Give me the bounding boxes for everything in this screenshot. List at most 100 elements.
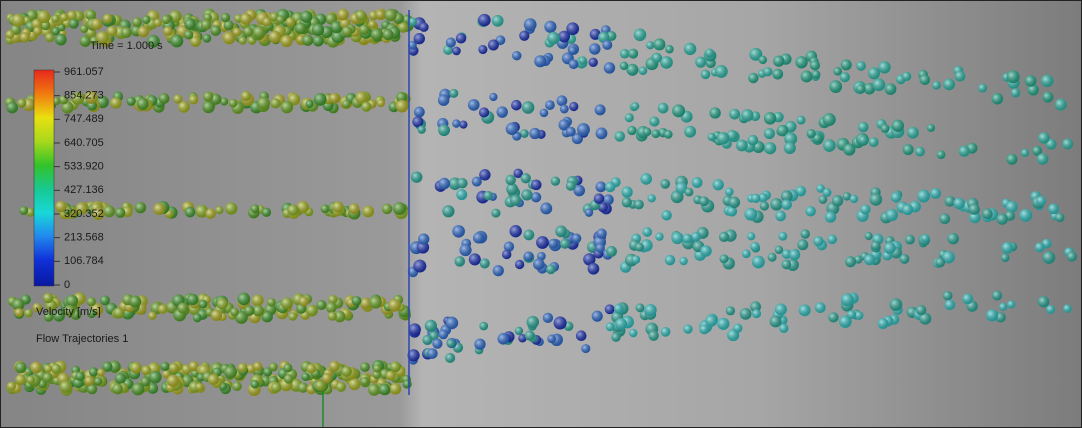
- particle-shade: [69, 19, 79, 29]
- particle-shade: [328, 312, 337, 321]
- particle-shade: [445, 353, 455, 363]
- particle-shade: [764, 112, 776, 124]
- particle-shade: [930, 188, 941, 199]
- particle-shade: [284, 374, 293, 383]
- particle-shade: [648, 330, 658, 340]
- particle-shade: [884, 242, 896, 254]
- particle-shade: [252, 294, 264, 306]
- particle-shade: [797, 239, 808, 250]
- particle-shade: [371, 28, 383, 40]
- particle-shade: [534, 55, 546, 67]
- particle-shade: [620, 49, 630, 59]
- particle-shade: [684, 43, 696, 55]
- particle-shade: [679, 257, 687, 265]
- particle-shade: [506, 123, 518, 135]
- particle-shade: [640, 173, 652, 185]
- particle-shade: [595, 181, 606, 192]
- particle-shade: [6, 30, 15, 39]
- particle-shade: [665, 255, 675, 265]
- particle-shade: [446, 317, 459, 330]
- particle-shade: [373, 364, 381, 372]
- particle-shade: [719, 254, 728, 263]
- particle-shade: [184, 19, 195, 30]
- particle-shade: [533, 258, 545, 270]
- particle-shade: [390, 362, 401, 373]
- particle-shade: [595, 104, 606, 115]
- particle-shade: [299, 296, 309, 306]
- particle-shade: [843, 144, 855, 156]
- particle-shade: [403, 380, 412, 389]
- particle-shade: [878, 61, 890, 73]
- page: Time = 1.000 s 961.057854.273747.489640.…: [0, 0, 1082, 428]
- particle-shade: [409, 18, 418, 27]
- particle-shade: [869, 137, 879, 147]
- particle-shade: [705, 315, 717, 327]
- particle-shade: [454, 256, 465, 267]
- particle-shade: [203, 92, 213, 102]
- particle-shade: [860, 204, 870, 214]
- particle-shade: [752, 256, 765, 269]
- particle-shade: [566, 181, 576, 191]
- particle-shade: [337, 9, 349, 21]
- particle-shade: [241, 91, 251, 101]
- particle-shade: [17, 99, 26, 108]
- particle-shade: [473, 232, 484, 243]
- particle-shade: [201, 20, 211, 30]
- particle-shade: [900, 254, 910, 264]
- particle-shade: [388, 299, 401, 312]
- particle-shade: [352, 296, 362, 306]
- particle-shade: [614, 304, 624, 314]
- particle-shade: [217, 298, 228, 309]
- particle-shade: [717, 318, 729, 330]
- particle-shade: [12, 14, 25, 27]
- particle-shade: [554, 316, 567, 329]
- particle-shade: [701, 70, 710, 79]
- particle-shade: [859, 136, 868, 145]
- particle-shade: [955, 71, 966, 82]
- particle-shade: [263, 17, 272, 26]
- particle-shade: [173, 95, 182, 104]
- time-label: Time = 1.000 s: [90, 40, 163, 52]
- legend-label: 747.489: [64, 113, 104, 125]
- particle-shade: [871, 241, 880, 250]
- particle-shade: [992, 291, 1002, 301]
- particle-shade: [870, 193, 883, 206]
- particle-shade: [982, 209, 993, 220]
- particle-shade: [569, 59, 579, 69]
- particle-shade: [622, 197, 632, 207]
- particle-shade: [524, 18, 537, 31]
- particle-shade: [24, 309, 33, 318]
- particle-shade: [342, 100, 351, 109]
- particle-shade: [878, 318, 889, 329]
- particle-shade: [55, 34, 67, 46]
- particle-shade: [733, 324, 742, 333]
- particle-shade: [594, 193, 605, 204]
- particle-shade: [935, 258, 945, 268]
- particle-shade: [823, 139, 836, 152]
- viewport: Time = 1.000 s 961.057854.273747.489640.…: [0, 0, 1082, 428]
- particle-shade: [566, 127, 576, 137]
- particle-shade: [959, 146, 970, 157]
- particle-shade: [414, 33, 425, 44]
- particle-shade: [269, 363, 278, 372]
- particle-shade: [751, 194, 760, 203]
- particle-shade: [699, 324, 709, 334]
- particle-shade: [438, 330, 448, 340]
- particle-shade: [705, 48, 714, 57]
- particle-shade: [605, 182, 615, 192]
- particle-shade: [276, 16, 284, 24]
- particle-shade: [332, 201, 343, 212]
- particle-shade: [163, 26, 173, 36]
- particle-shade: [379, 384, 390, 395]
- particle-shade: [137, 98, 149, 110]
- particle-shade: [978, 84, 987, 93]
- particle-shade: [915, 147, 925, 157]
- particle-shade: [177, 303, 188, 314]
- particle-shade: [505, 175, 515, 185]
- particle-shade: [232, 382, 241, 391]
- particle-shade: [329, 93, 339, 103]
- particle-shade: [589, 43, 600, 54]
- particle-shade: [238, 363, 248, 373]
- particle-shade: [939, 213, 950, 224]
- particle-shade: [224, 366, 237, 379]
